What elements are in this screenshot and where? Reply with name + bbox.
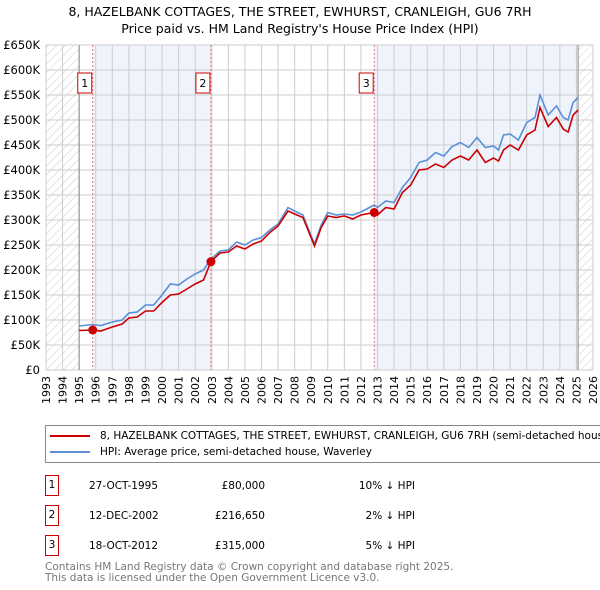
x-tick-label: 2012 xyxy=(355,376,368,404)
x-tick-label: 2016 xyxy=(421,376,434,404)
transaction-hpi-diff: 10% ↓ HPI xyxy=(358,480,415,492)
x-tick-label: 2024 xyxy=(554,376,567,404)
transaction-price: £315,000 xyxy=(214,540,265,552)
legend-property-label: 8, HAZELBANK COTTAGES, THE STREET, EWHUR… xyxy=(100,430,600,442)
transaction-number: 1 xyxy=(45,475,59,496)
transaction-number: 3 xyxy=(45,535,59,556)
y-tick-label: £100K xyxy=(3,313,40,327)
transaction-date: 18-OCT-2012 xyxy=(89,540,158,552)
x-tick-label: 2004 xyxy=(222,376,235,404)
transaction-date: 27-OCT-1995 xyxy=(89,480,158,492)
legend-hpi-label: HPI: Average price, semi-detached house,… xyxy=(100,446,372,458)
sale-number-box xyxy=(358,72,374,94)
y-tick-label: £400K xyxy=(3,163,40,177)
y-tick-label: £300K xyxy=(3,213,40,227)
x-tick-label: 2014 xyxy=(388,376,401,404)
hatched-region xyxy=(578,45,593,370)
chart-subtitle: Price paid vs. HM Land Registry's House … xyxy=(121,21,479,36)
x-tick-label: 2013 xyxy=(372,376,385,404)
sale-number-box xyxy=(195,72,211,94)
x-tick-label: 2010 xyxy=(322,376,335,404)
x-tick-label: 2021 xyxy=(504,376,517,404)
transaction-number: 2 xyxy=(45,505,59,526)
transaction-price: £216,650 xyxy=(214,510,265,522)
x-tick-label: 2023 xyxy=(537,376,550,404)
y-tick-label: £500K xyxy=(3,113,40,127)
x-tick-label: 2005 xyxy=(239,376,252,404)
y-tick-label: £0 xyxy=(25,363,40,377)
legend: 8, HAZELBANK COTTAGES, THE STREET, EWHUR… xyxy=(45,425,600,463)
y-tick-label: £550K xyxy=(3,88,40,102)
x-tick-label: 2007 xyxy=(272,376,285,404)
transaction-date: 12-DEC-2002 xyxy=(89,510,159,522)
y-tick-label: £250K xyxy=(3,238,40,252)
y-tick-label: £450K xyxy=(3,138,40,152)
transaction-hpi-diff: 5% ↓ HPI xyxy=(365,540,415,552)
legend-property-swatch xyxy=(50,435,90,437)
transaction-price: £80,000 xyxy=(221,480,265,492)
x-tick-label: 1997 xyxy=(106,376,119,404)
y-tick-label: £150K xyxy=(3,288,40,302)
x-tick-label: 2026 xyxy=(587,376,600,404)
y-tick-label: £650K xyxy=(3,38,40,52)
shaded-period xyxy=(92,45,211,370)
x-tick-label: 1996 xyxy=(90,376,103,404)
sale-number-label: 2 xyxy=(199,77,206,90)
x-tick-label: 1994 xyxy=(57,376,70,404)
price-paid-line xyxy=(79,104,579,332)
y-tick-label: £200K xyxy=(3,263,40,277)
y-tick-label: £600K xyxy=(3,63,40,77)
x-tick-label: 1995 xyxy=(73,376,86,404)
x-tick-label: 2025 xyxy=(570,376,583,404)
x-tick-label: 2002 xyxy=(189,376,202,404)
sale-number-label: 1 xyxy=(81,77,88,90)
sale-point xyxy=(206,257,216,267)
x-tick-label: 2022 xyxy=(521,376,534,404)
price-chart: 1993 1994 1995 1996 1997 1998 1999 2000 2001 2002… xyxy=(3,38,600,404)
x-tick-label: 1993 xyxy=(40,376,53,404)
footer-line1: Contains HM Land Registry data © Crown c… xyxy=(45,561,454,573)
x-tick-label: 2015 xyxy=(405,376,418,404)
shaded-period xyxy=(374,45,579,370)
x-tick-label: 2001 xyxy=(173,376,186,404)
footer-line2: This data is licensed under the Open Gov… xyxy=(45,572,380,584)
sale-point xyxy=(369,208,379,217)
legend-hpi-swatch xyxy=(50,451,90,453)
x-tick-label: 2017 xyxy=(438,376,451,404)
y-tick-label: £50K xyxy=(11,338,41,352)
x-tick-label: 2011 xyxy=(338,376,351,404)
x-tick-label: 2018 xyxy=(454,376,467,404)
sale-point xyxy=(88,325,98,335)
transaction-hpi-diff: 2% ↓ HPI xyxy=(365,510,415,522)
x-tick-label: 2019 xyxy=(471,376,484,404)
sale-number-label: 3 xyxy=(363,77,370,90)
sale-number-box xyxy=(77,72,93,94)
x-tick-label: 2008 xyxy=(289,376,302,404)
x-tick-label: 1998 xyxy=(123,376,136,404)
x-tick-label: 2009 xyxy=(305,376,318,404)
x-tick-label: 2020 xyxy=(488,376,501,404)
x-tick-label: 2006 xyxy=(255,376,268,404)
x-tick-label: 1999 xyxy=(139,376,152,404)
x-tick-label: 2003 xyxy=(206,376,219,404)
y-tick-label: £350K xyxy=(3,188,40,202)
hpi-line xyxy=(79,92,579,327)
chart-title: 8, HAZELBANK COTTAGES, THE STREET, EWHUR… xyxy=(68,4,532,19)
x-tick-label: 2000 xyxy=(156,376,169,404)
